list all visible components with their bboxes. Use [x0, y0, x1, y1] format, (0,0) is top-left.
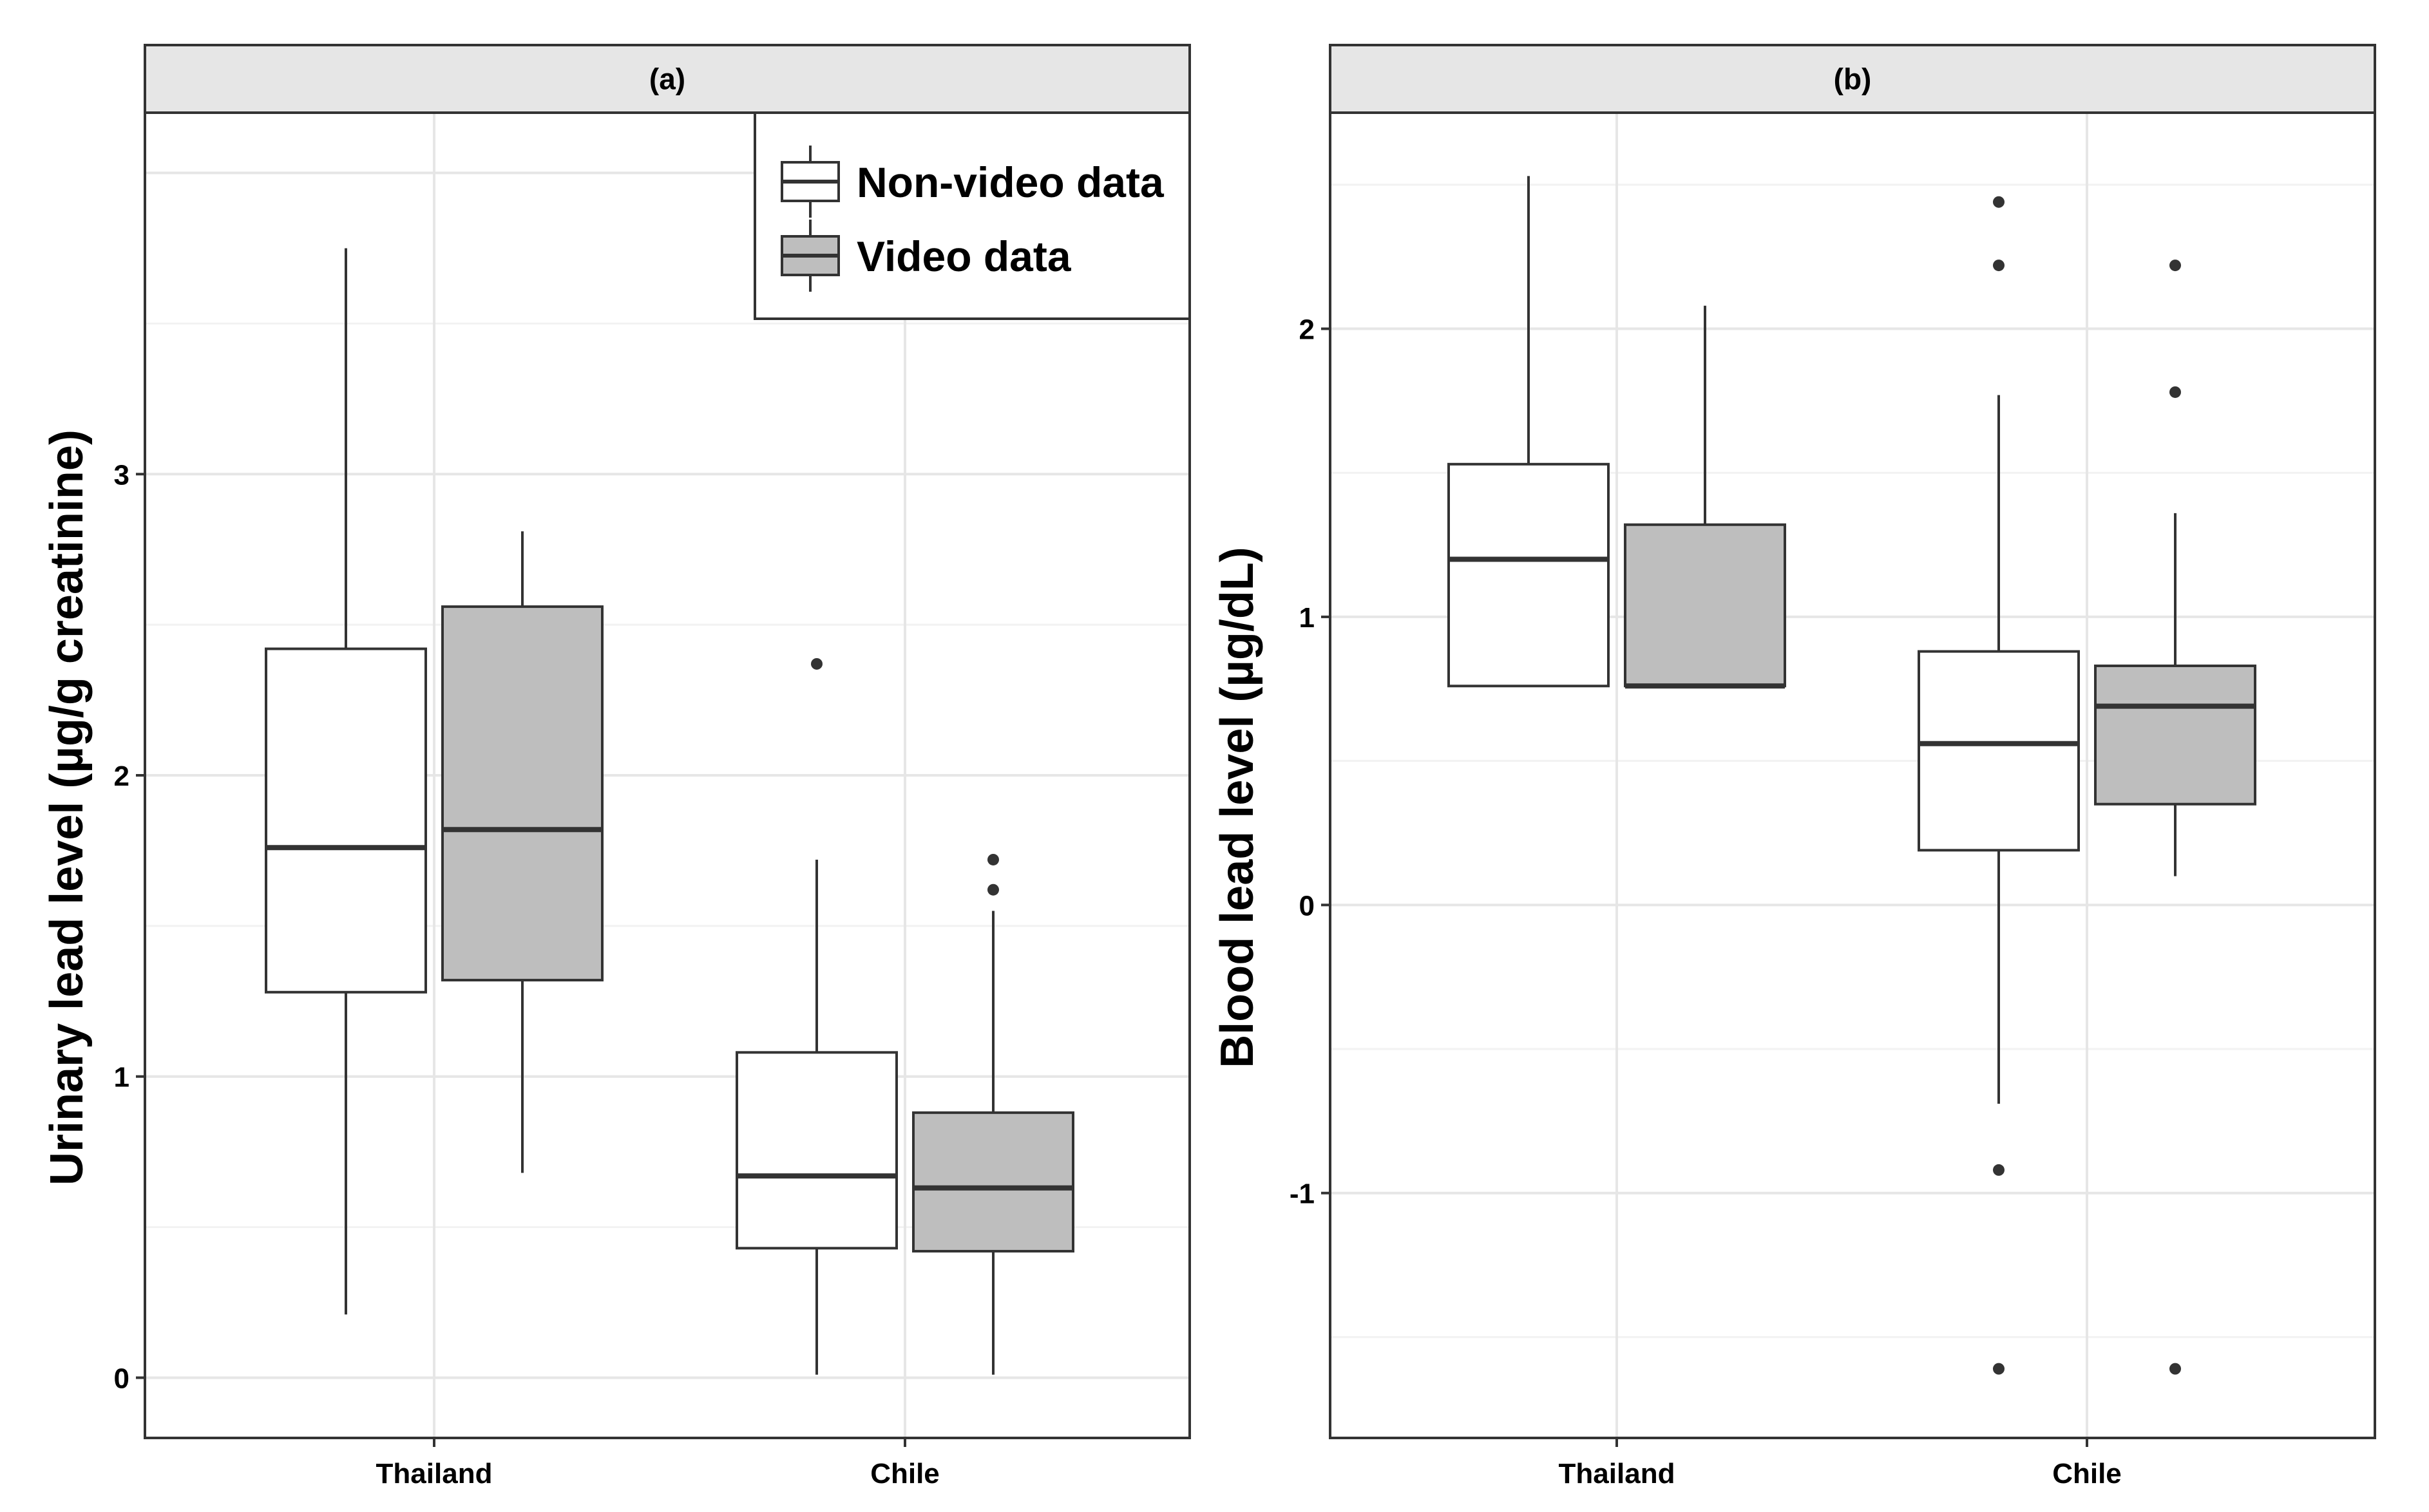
outlier-point: [987, 853, 999, 865]
boxplot-non-video-data-thailand: [265, 248, 427, 1315]
legend-label: Video data: [857, 232, 1072, 280]
y-axis-title: Urinary lead level (µg/g creatinine): [41, 430, 93, 1186]
outlier-point: [987, 884, 999, 896]
boxplot-video-data-chile: [2094, 260, 2256, 1375]
panel-label: (a): [649, 62, 685, 96]
box: [1918, 650, 2080, 852]
x-tick-label: Chile: [2052, 1458, 2122, 1489]
y-tick-label: 1: [114, 1062, 129, 1093]
outlier-point: [811, 657, 823, 670]
box: [265, 647, 427, 994]
outlier-point: [1993, 196, 2005, 208]
boxplot-non-video-data-thailand: [1447, 176, 1610, 688]
panel-b: (b) -1 0 1 2 Thailand Chile Blood lead level (µ…: [1212, 44, 2376, 1489]
boxplot-video-data-chile: [912, 853, 1074, 1375]
outlier-point: [2169, 1363, 2181, 1375]
legend-label: Non-video data: [857, 158, 1165, 206]
box: [1447, 462, 1610, 688]
box: [1624, 523, 1786, 688]
boxplot-non-video-data-chile: [736, 657, 898, 1375]
boxplot-non-video-data-chile: [1918, 196, 2080, 1375]
box: [441, 605, 604, 982]
y-tick-label: 2: [114, 761, 129, 792]
y-tick-label: 1: [1299, 602, 1315, 634]
legend-box: [754, 111, 1191, 320]
outlier-point: [1993, 1164, 2005, 1176]
panel-a: (a) 0 1 2 3 Thailand Chile Urinary lead level (…: [41, 44, 1191, 1489]
strip-background: [1329, 44, 2376, 114]
x-tick-label: Chile: [870, 1458, 940, 1489]
legend: Non-video data Video data: [754, 111, 1191, 320]
box: [736, 1051, 898, 1250]
y-tick-label: 2: [1299, 314, 1315, 346]
y-axis-title: Blood lead level (µg/dL): [1212, 547, 1263, 1068]
y-tick-label: 3: [114, 459, 129, 491]
y-tick-label: 0: [1299, 890, 1315, 921]
gridlines: [1330, 113, 2375, 1438]
strip-background: [144, 44, 1191, 114]
boxplot-video-data-thailand: [1624, 305, 1786, 689]
outlier-point: [1993, 260, 2005, 272]
box: [2094, 664, 2256, 806]
y-tick-label: 0: [114, 1363, 129, 1394]
gridlines: [145, 113, 1190, 1438]
box: [912, 1111, 1074, 1253]
outlier-point: [2169, 260, 2181, 272]
outlier-point: [1993, 1363, 2005, 1375]
x-tick-label: Thailand: [376, 1458, 493, 1489]
x-tick-label: Thailand: [1559, 1458, 1675, 1489]
boxplot-video-data-thailand: [441, 531, 604, 1173]
panel-label: (b): [1834, 62, 1872, 96]
y-tick-label: -1: [1290, 1178, 1315, 1210]
outlier-point: [2169, 386, 2181, 398]
